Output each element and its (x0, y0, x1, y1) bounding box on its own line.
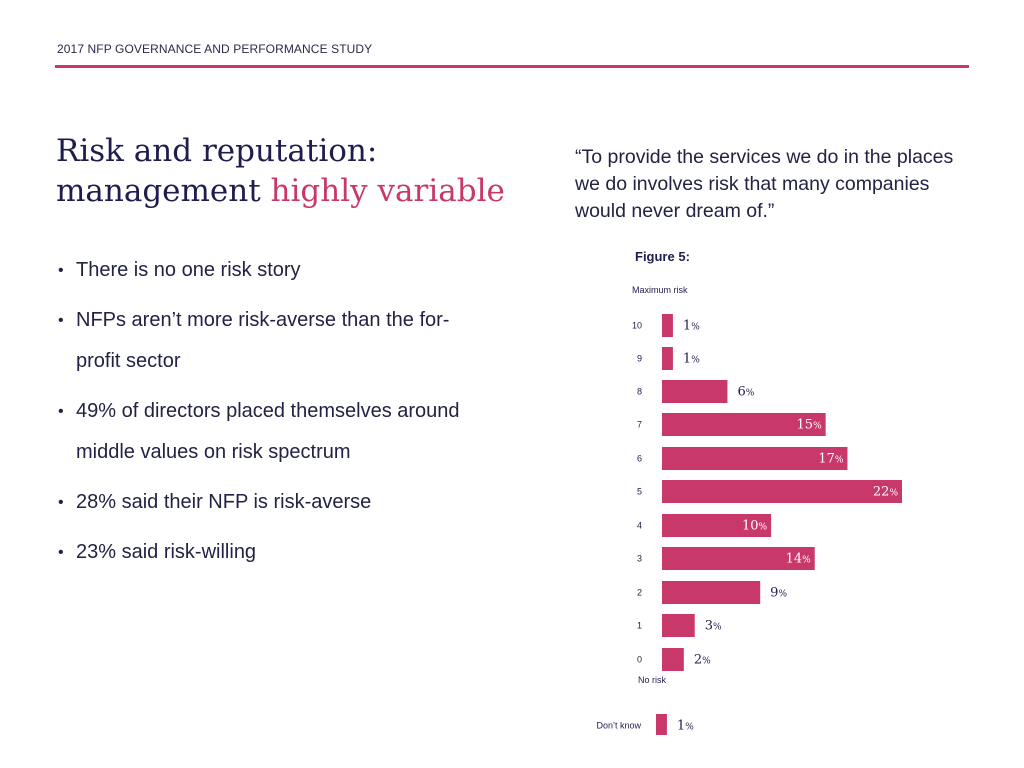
category-label: 2 (637, 588, 642, 598)
data-label: 2% (694, 653, 711, 668)
category-label: 8 (637, 387, 642, 397)
bullet-item: • 23% said risk-willing (58, 532, 478, 573)
title-accent: highly variable (270, 173, 505, 209)
data-label: 3% (705, 619, 722, 634)
bullet-dot: • (58, 403, 64, 420)
category-label: 10 (632, 321, 642, 331)
study-title: 2017 NFP GOVERNANCE AND PERFORMANCE STUD… (57, 42, 373, 56)
category-label: Don’t know (596, 721, 641, 731)
bullet-dot: • (58, 312, 64, 329)
bullet-text: 49% of directors placed themselves aroun… (76, 400, 460, 463)
data-label: 14% (786, 552, 812, 567)
category-label: 4 (637, 521, 642, 531)
axis-bottom-label: No risk (638, 675, 667, 685)
data-label: 6% (737, 385, 754, 400)
data-label: 1% (677, 719, 694, 734)
bar (662, 581, 761, 604)
bullet-item: • 28% said their NFP is risk-averse (58, 482, 478, 523)
header-divider (55, 65, 969, 68)
title-line-1: Risk and reputation: (56, 133, 378, 169)
axis-top-label: Maximum risk (632, 285, 688, 295)
data-label: 22% (873, 485, 899, 500)
bullet-dot: • (58, 262, 64, 279)
category-label: 0 (637, 655, 642, 665)
data-label: 1% (683, 319, 700, 334)
bar (662, 447, 848, 470)
page-title: Risk and reputation: management highly v… (56, 131, 536, 211)
category-label: 3 (637, 554, 642, 564)
bar (662, 413, 826, 436)
bar (662, 514, 772, 537)
category-label: 6 (637, 454, 642, 464)
data-label: 9% (770, 586, 787, 601)
bullet-text: 23% said risk-willing (76, 541, 257, 563)
bar (662, 547, 815, 570)
pull-quote: “To provide the services we do in the pl… (575, 146, 954, 222)
bar (662, 480, 902, 503)
bar (662, 347, 673, 370)
data-label: 10% (742, 519, 768, 534)
category-label: 5 (637, 487, 642, 497)
bar (662, 614, 695, 637)
data-label: 17% (818, 452, 844, 467)
bar (656, 714, 667, 735)
bullet-item: • NFPs aren’t more risk-averse than the f… (58, 300, 478, 382)
bar (662, 648, 684, 671)
bar (662, 314, 673, 337)
bullet-dot: • (58, 544, 64, 561)
data-label: 15% (797, 418, 823, 433)
title-line-2: management (56, 173, 271, 209)
category-label: 1 (637, 621, 642, 631)
bullet-text: 28% said their NFP is risk-averse (76, 491, 372, 513)
bar (662, 380, 728, 403)
bullet-text: NFPs aren’t more risk-averse than the fo… (76, 309, 450, 372)
bullet-item: • 49% of directors placed themselves arou… (58, 391, 478, 473)
figure-label: Figure 5: (635, 249, 690, 264)
category-label: 7 (637, 420, 642, 430)
bullet-item: • There is no one risk story (58, 250, 478, 291)
bullet-text: There is no one risk story (76, 259, 301, 281)
bullet-dot: • (58, 494, 64, 511)
category-label: 9 (637, 354, 642, 364)
data-label: 1% (683, 352, 700, 367)
bullet-list: • There is no one risk story • NFPs aren’t… (58, 250, 478, 582)
